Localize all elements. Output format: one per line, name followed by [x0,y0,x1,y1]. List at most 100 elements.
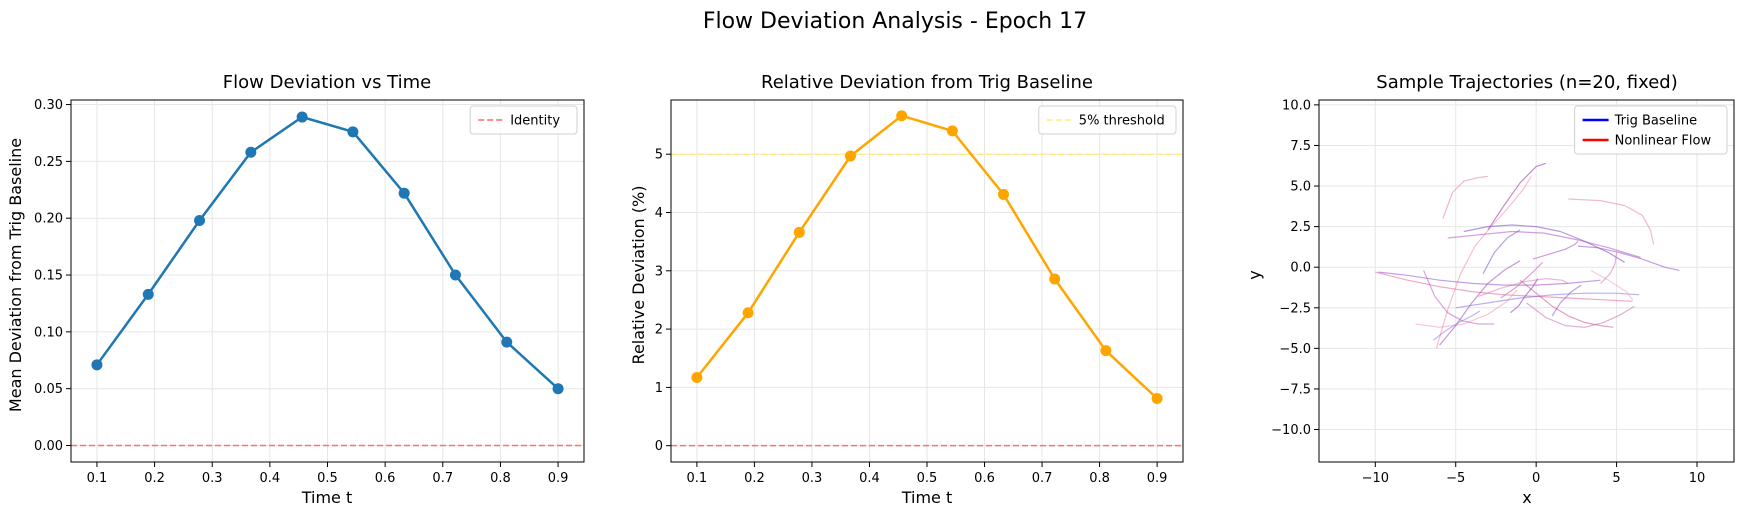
trajectory-line [1442,175,1488,219]
y-axis-label: y [1245,270,1264,279]
trajectory-line [1423,270,1495,325]
y-tick-label: 0.25 [34,155,63,170]
y-tick-label: 0 [655,439,663,454]
chart-panel-flow-deviation: Flow Deviation vs Time Time t Mean Devia… [6,72,585,507]
y-axis-label: Relative Deviation (%) [629,186,648,365]
legend-label: 5% threshold [1079,114,1165,129]
data-point [1049,273,1061,285]
trajectory-line [1482,229,1521,274]
trajectory-line [1577,245,1680,271]
plot-area: 0.1 0.2 0.3 0.4 0.5 0.6 0.7 0.8 0.9 0 1 2 3 4 5 5% thre… [655,99,1184,486]
x-tick-label: 0.4 [260,471,281,486]
figure-suptitle: Flow Deviation Analysis - Epoch 17 [703,9,1087,34]
trajectory-line [1378,271,1601,286]
legend: Identity [469,105,578,135]
y-tick-label: 5.0 [1290,180,1311,195]
trajectory-line [1432,310,1481,341]
data-point [449,269,461,281]
y-tick-label: 0.15 [34,269,63,284]
trajectory-line [1519,279,1614,328]
data-point [1100,345,1112,357]
trajectory-line [1375,271,1633,302]
data-point [552,383,564,395]
y-tick-label: 7.5 [1290,139,1311,154]
legend-label: Nonlinear Flow [1615,134,1712,149]
data-point [142,288,154,300]
trajectory-line [1487,162,1546,231]
x-tick-label: −5 [1446,471,1465,486]
data-layer [1375,162,1680,349]
trajectory-line [1500,261,1544,299]
y-tick-label: 10.0 [1282,98,1311,113]
x-axis-label: Time t [301,488,353,507]
legend-box [469,105,578,135]
plot-area: 0.1 0.2 0.3 0.4 0.5 0.6 0.7 0.8 0.9 0.00 0.05 0.10 0… [34,98,585,486]
x-tick-label: 0.8 [490,471,511,486]
chart-panel-relative-deviation: Relative Deviation from Trig Baseline Ti… [629,72,1184,507]
y-tick-label: 0.30 [34,98,63,113]
y-tick-label: −7.5 [1279,382,1311,397]
data-point [398,187,410,199]
data-point [347,126,359,138]
trajectory-line [1510,278,1539,314]
y-tick-label: 4 [655,206,663,221]
trajectory-line [1477,278,1569,297]
data-point [1151,392,1163,404]
data-point [296,111,308,123]
trajectory-line [1455,292,1640,309]
legend-label: Trig Baseline [1614,114,1698,129]
y-axis-label: Mean Deviation from Trig Baseline [6,138,25,412]
x-tick-label: 0.4 [859,471,880,486]
data-point [742,307,754,319]
x-tick-label: 0 [1532,471,1540,486]
trajectory-line [1568,198,1655,245]
x-tick-label: 0.8 [1089,471,1110,486]
data-point [896,110,908,122]
trajectory-line [1435,175,1532,349]
trajectory-line [1526,302,1635,328]
trajectory-line [1600,252,1618,284]
data-point [946,125,958,137]
panel-title: Sample Trajectories (n=20, fixed) [1376,72,1677,93]
x-tick-label: 0.9 [1147,471,1168,486]
y-tick-label: 1 [655,381,663,396]
y-tick-label: 0.00 [34,439,63,454]
y-tick-label: 0.10 [34,325,63,340]
data-point [245,146,257,158]
data-point [91,359,103,371]
x-axis-label: x [1522,488,1531,507]
series-line [95,115,559,390]
data-point [998,188,1010,200]
x-tick-label: 0.5 [917,471,938,486]
x-tick-label: −10 [1362,471,1389,486]
x-tick-label: 10 [1689,471,1706,486]
data-point [844,150,856,162]
trajectory-line [1415,289,1518,328]
x-tick-label: 0.6 [974,471,995,486]
x-tick-label: 0.3 [202,471,223,486]
y-tick-label: −2.5 [1279,301,1311,316]
x-tick-label: 0.6 [375,471,396,486]
y-tick-label: −10.0 [1271,423,1311,438]
x-axis-label: Time t [901,488,953,507]
data-point [793,226,805,238]
trajectory-line [1532,240,1579,260]
x-tick-label: 0.7 [1032,471,1053,486]
y-tick-label: 2.5 [1290,220,1311,235]
chart-panel-sample-trajectories: Sample Trajectories (n=20, fixed) x y −1… [1245,72,1735,507]
trajectory-line [1447,230,1641,259]
x-tick-label: 0.9 [548,471,569,486]
legend-box [1038,105,1177,135]
x-tick-label: 0.1 [687,471,708,486]
panel-title: Flow Deviation vs Time [223,72,431,93]
legend: Trig Baseline Nonlinear Flow [1574,105,1728,155]
legend: 5% threshold [1038,105,1177,135]
trajectory-line [1551,284,1582,317]
legend-box [1574,105,1728,155]
data-layer [671,110,1183,447]
x-tick-label: 0.7 [432,471,453,486]
y-tick-label: −5.0 [1279,342,1311,357]
data-layer [71,111,584,447]
y-tick-label: 0.0 [1290,261,1311,276]
